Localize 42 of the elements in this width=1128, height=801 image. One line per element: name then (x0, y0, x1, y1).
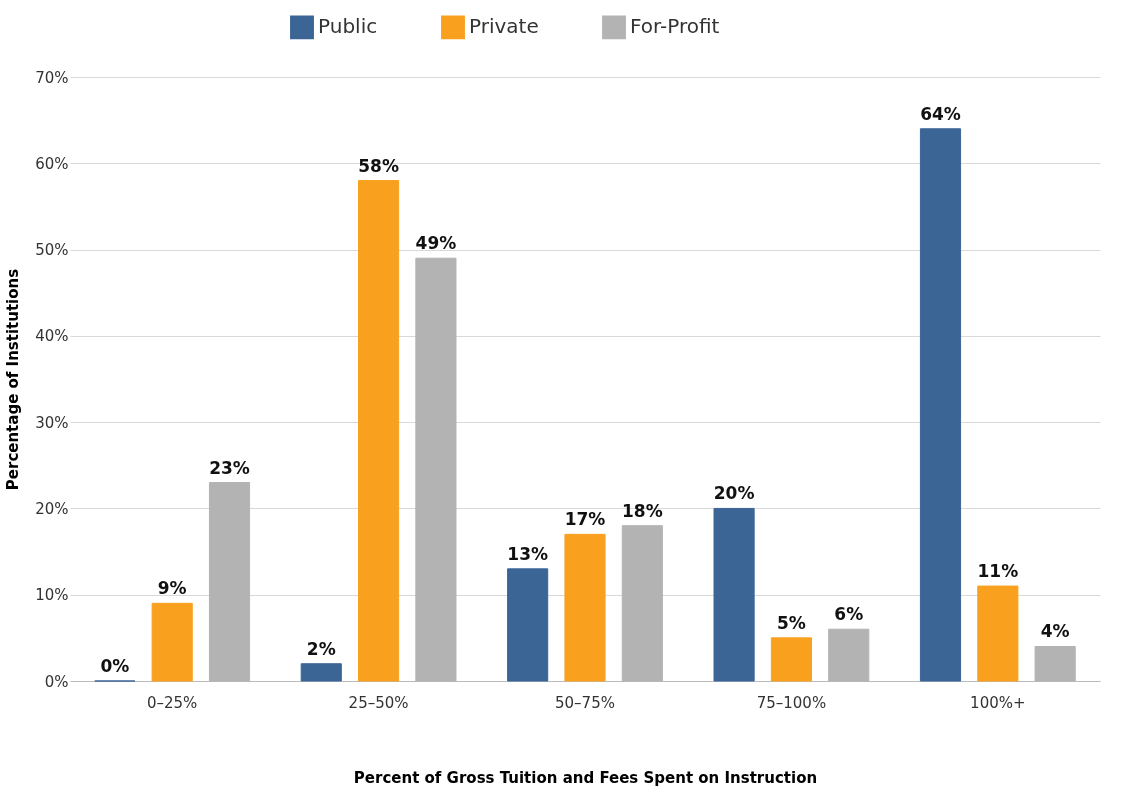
bar (300, 663, 342, 682)
bar (564, 533, 606, 682)
y-tick-label: 40% (35, 327, 69, 346)
x-tick-label: 100%+ (970, 693, 1026, 712)
data-label: 23% (209, 457, 250, 478)
data-label: 20% (713, 483, 755, 504)
data-label: 58% (358, 155, 399, 176)
y-tick-label: 20% (35, 499, 69, 518)
y-tick-label: 10% (35, 586, 69, 605)
y-tick-label: 30% (35, 413, 69, 432)
y-tick-label: 60% (35, 154, 69, 173)
data-label: 6% (834, 604, 864, 625)
y-tick-label: 70% (35, 68, 69, 87)
legend-label: Private (469, 14, 539, 39)
bar (358, 180, 400, 682)
data-label: 13% (507, 543, 549, 564)
data-label: 2% (306, 638, 336, 659)
bar (151, 602, 193, 682)
data-label: 9% (157, 578, 187, 599)
data-label: 18% (621, 500, 663, 521)
y-axis-title: Percentage of Institutions (4, 268, 23, 491)
y-tick-label: 50% (35, 241, 69, 260)
y-tick-label: 0% (44, 672, 69, 691)
bar (713, 507, 755, 682)
data-label: 0% (100, 656, 130, 676)
bar (977, 585, 1019, 682)
data-label: 11% (977, 561, 1019, 582)
x-tick-label: 0–25% (146, 693, 198, 712)
x-axis-title: Percent of Gross Tuition and Fees Spent on Instruction (353, 768, 818, 787)
x-tick-label: 75–100% (756, 693, 827, 712)
legend-label: Public (318, 14, 378, 39)
bar (507, 568, 549, 682)
bar (919, 128, 962, 682)
data-label: 4% (1040, 621, 1070, 642)
x-tick-label: 50–75% (555, 693, 615, 712)
bar (770, 637, 812, 682)
x-tick-label: 25–50% (348, 693, 409, 712)
legend-label: For-Profit (630, 14, 720, 39)
data-label: 5% (776, 612, 806, 633)
data-label: 49% (415, 233, 457, 254)
data-label: 64% (920, 103, 961, 124)
data-label: 17% (564, 509, 606, 530)
